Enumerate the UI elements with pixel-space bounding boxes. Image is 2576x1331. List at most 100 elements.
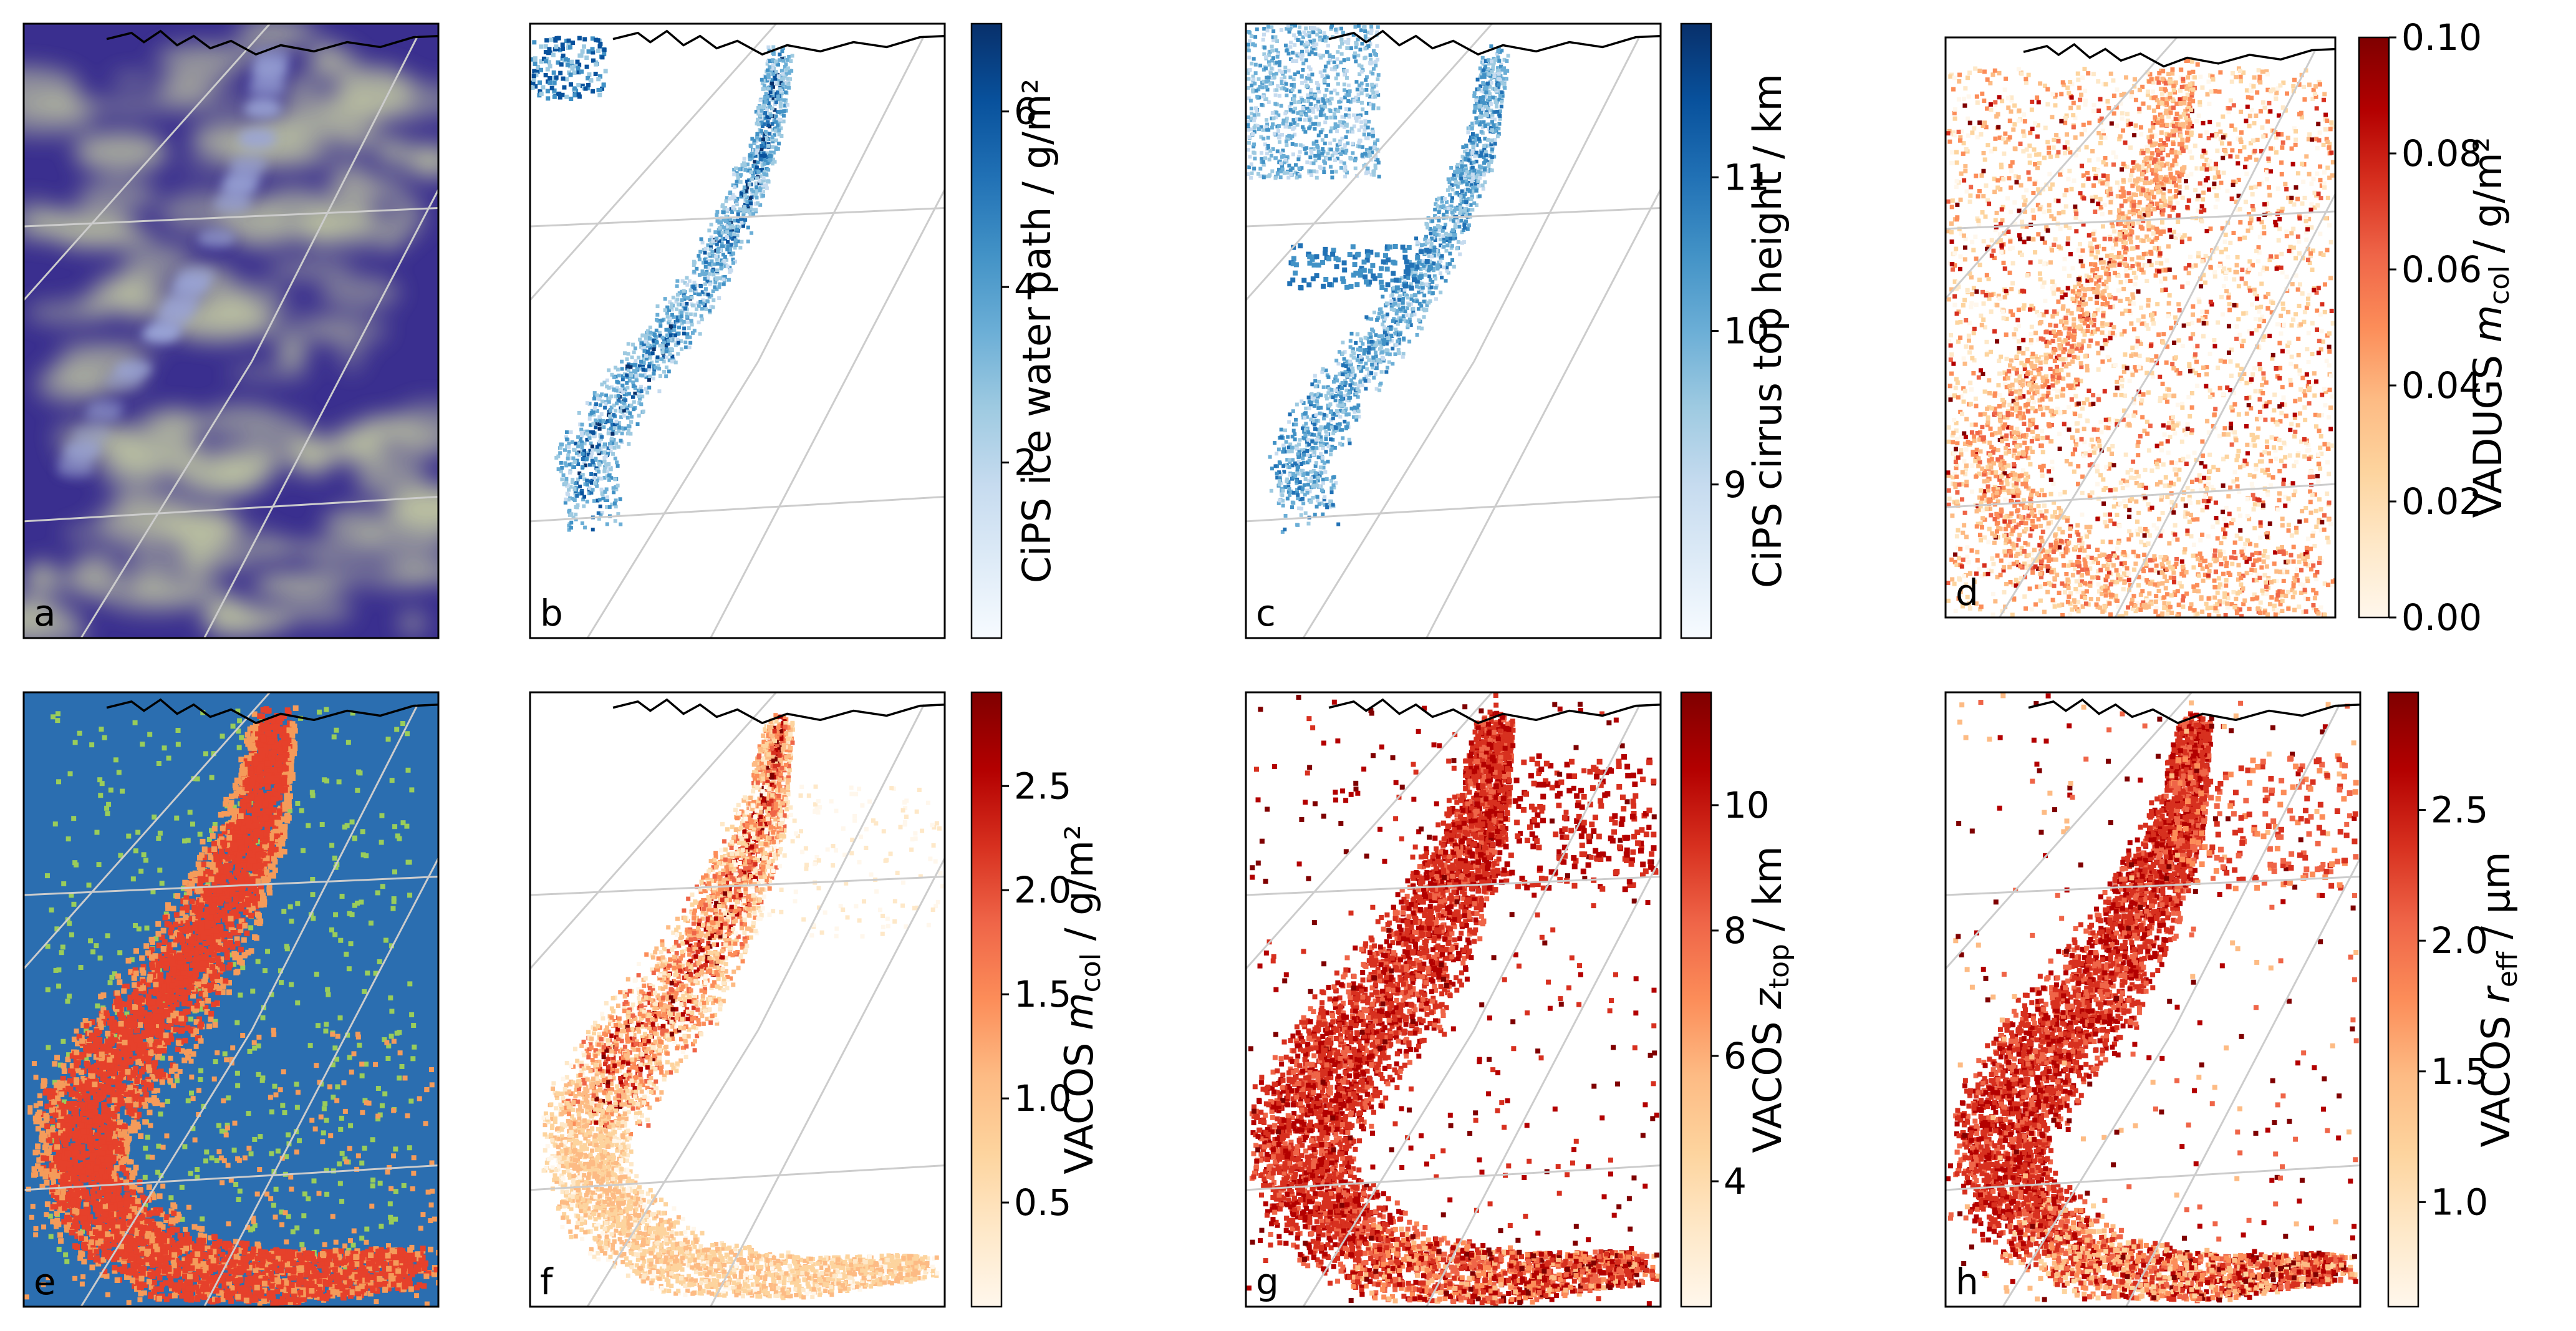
pixel	[700, 306, 704, 311]
pixel	[625, 364, 630, 369]
pixel	[752, 138, 756, 143]
pixel	[601, 492, 605, 496]
pixel	[692, 285, 696, 289]
pixel	[1322, 413, 1326, 417]
pixel	[2140, 255, 2145, 260]
cloud-blob	[352, 521, 438, 559]
pixel	[568, 82, 573, 87]
pixel	[1312, 44, 1316, 48]
pixel	[609, 394, 614, 399]
pixel	[2297, 397, 2302, 402]
pixel	[1297, 486, 1301, 490]
pixel	[1261, 67, 1266, 72]
pixel	[2068, 559, 2073, 564]
pixel	[730, 243, 734, 247]
pixel	[607, 442, 612, 446]
pixel	[1369, 28, 1374, 32]
pixel	[1453, 225, 1457, 230]
pixel	[1304, 113, 1308, 117]
pixel	[2229, 521, 2234, 526]
pixel	[1297, 167, 1301, 171]
pixel	[1265, 118, 1269, 122]
pixel	[1376, 93, 1381, 97]
pixel	[1315, 175, 1319, 180]
pixel	[760, 163, 765, 167]
pixel	[2291, 84, 2296, 89]
pixel	[557, 95, 562, 100]
pixel	[706, 243, 710, 248]
pixel	[1306, 478, 1311, 483]
pixel	[1442, 204, 1446, 208]
pixel	[613, 457, 617, 461]
pixel	[1370, 362, 1374, 367]
pixel	[1338, 123, 1343, 128]
pixel	[1498, 117, 1502, 121]
pixel	[1481, 68, 1485, 72]
pixel	[1370, 127, 1374, 132]
pixel	[1301, 125, 1305, 129]
pixel	[1294, 36, 1298, 41]
pixel	[1260, 85, 1265, 90]
pixel	[589, 411, 594, 415]
pixel	[1246, 85, 1250, 90]
pixel	[1437, 252, 1441, 256]
pixel	[760, 168, 765, 172]
pixel	[1339, 166, 1343, 170]
pixel	[746, 209, 751, 213]
pixel	[1359, 28, 1363, 32]
pixel	[1433, 238, 1437, 243]
pixel	[580, 49, 585, 54]
pixel	[1307, 65, 1311, 69]
pixel	[1255, 109, 1259, 114]
pixel	[712, 273, 716, 277]
pixel	[1437, 233, 1441, 237]
pixel	[1252, 144, 1256, 148]
pixel	[2115, 379, 2120, 384]
pixel	[592, 463, 596, 467]
pixel	[1352, 375, 1356, 380]
pixel	[629, 415, 634, 419]
pixel	[1409, 282, 1413, 286]
pixel	[1497, 132, 1501, 136]
pixel	[1497, 59, 1502, 63]
pixel	[654, 317, 658, 322]
pixel	[720, 204, 725, 208]
pixel	[726, 218, 730, 222]
pixel	[1288, 493, 1292, 497]
pixel	[571, 496, 576, 501]
pixel	[1483, 137, 1487, 141]
pixel	[1481, 97, 1485, 102]
pixel	[646, 367, 650, 372]
pixel	[1281, 498, 1285, 503]
pixel	[653, 333, 657, 337]
pixel	[1385, 352, 1389, 356]
cloud-blob	[328, 168, 382, 211]
pixel	[1291, 118, 1296, 122]
pixel	[1440, 256, 1444, 260]
pixel	[1316, 498, 1320, 503]
coastline	[106, 29, 438, 56]
pixel	[766, 180, 771, 184]
cloud-blob	[338, 331, 364, 373]
pixel	[612, 404, 616, 408]
pixel	[2219, 558, 2224, 563]
pixel	[589, 481, 594, 485]
pixel	[2244, 462, 2249, 467]
pixel	[758, 111, 762, 115]
pixel	[743, 198, 748, 202]
pixel	[1317, 97, 1321, 102]
pixel	[1246, 115, 1250, 120]
pixel	[615, 386, 620, 390]
pixel	[1344, 135, 1348, 139]
pixel	[1406, 323, 1411, 327]
pixel	[1490, 155, 1494, 159]
pixel	[784, 85, 789, 89]
pixel	[776, 123, 780, 127]
pixel	[1288, 108, 1293, 112]
pixel	[617, 429, 621, 433]
pixel	[1334, 388, 1338, 392]
pixel	[1305, 443, 1310, 448]
pixel	[1356, 384, 1361, 388]
pixel	[742, 185, 746, 190]
